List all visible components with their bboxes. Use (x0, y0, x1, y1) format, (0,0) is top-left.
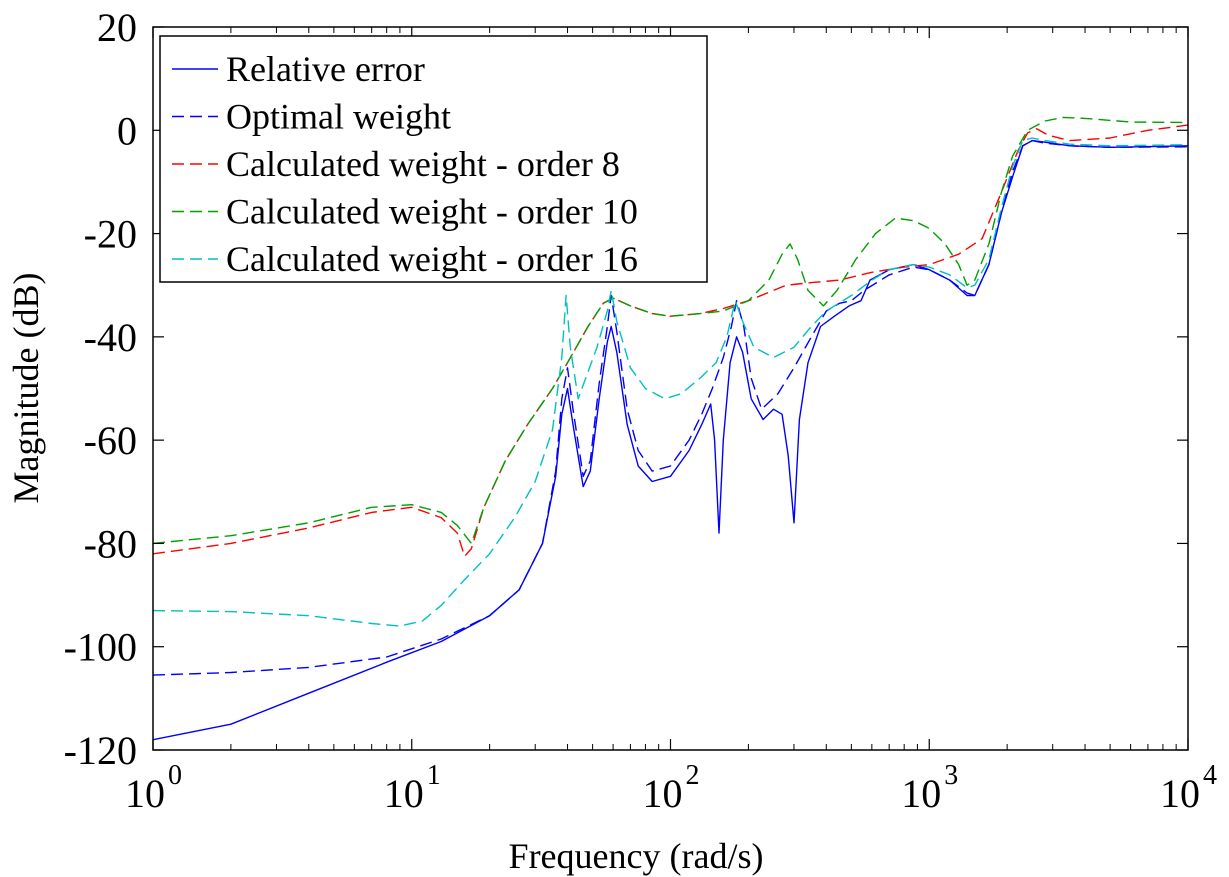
legend-label: Calculated weight - order 8 (226, 144, 620, 184)
x-axis-title: Frequency (rad/s) (509, 836, 764, 876)
x-tick-label: 10 (1160, 771, 1200, 816)
legend-label: Calculated weight - order 16 (226, 239, 638, 279)
legend: Relative error Optimal weight Calculated w… (159, 35, 708, 283)
y-tick-label: -80 (84, 521, 137, 566)
x-tick-label: 10 (901, 771, 941, 816)
x-tick-label-exponent: 2 (686, 760, 700, 791)
legend-label: Optimal weight (226, 97, 451, 137)
y-tick-label: -20 (84, 212, 137, 257)
x-tick-label: 10 (643, 771, 683, 816)
y-tick-label: 20 (97, 5, 137, 50)
legend-label: Calculated weight - order 10 (226, 192, 638, 232)
x-tick-label-exponent: 3 (944, 760, 958, 791)
series-line-2 (153, 139, 1188, 676)
series-line-3 (153, 124, 1188, 557)
series-line-5 (153, 137, 1188, 627)
legend-label: Relative error (226, 49, 425, 89)
series-line-1 (153, 139, 1188, 741)
series-line-4 (153, 116, 1188, 545)
x-tick-label-exponent: 1 (427, 760, 441, 791)
y-tick-label: -40 (84, 315, 137, 360)
x-tick-label: 10 (125, 771, 165, 816)
y-tick-label: -100 (64, 625, 137, 670)
y-tick-label: 0 (117, 108, 137, 153)
y-tick-label: -120 (64, 728, 137, 773)
y-axis-title: Magnitude (dB) (6, 273, 46, 504)
x-tick-label-exponent: 0 (168, 760, 182, 791)
legend-box (159, 35, 708, 283)
x-tick-label: 10 (384, 771, 424, 816)
x-tick-label-exponent: 4 (1203, 760, 1217, 791)
y-tick-label: -60 (84, 418, 137, 463)
series-layer (153, 116, 1188, 741)
